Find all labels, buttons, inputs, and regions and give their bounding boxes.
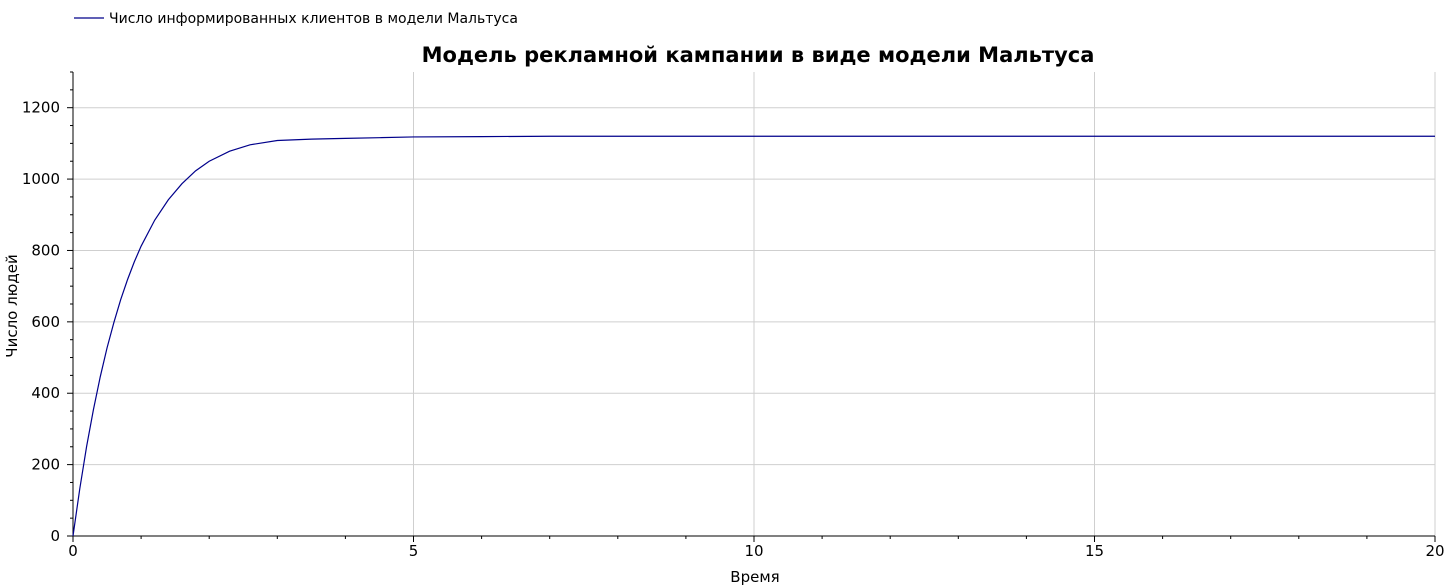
x-tick-label: 0 xyxy=(68,542,78,560)
legend-label: Число информированных клиентов в модели … xyxy=(109,11,518,27)
y-tick-label: 1200 xyxy=(22,99,60,117)
y-tick-label: 1000 xyxy=(22,170,60,188)
x-tick-label: 15 xyxy=(1085,542,1104,560)
y-tick-labels: 0 200 400 600 800 1000 1200 xyxy=(22,99,60,545)
y-tick-label: 0 xyxy=(50,527,60,545)
axes xyxy=(67,71,1436,542)
y-axis-label: Число людей xyxy=(3,254,21,357)
x-axis-label: Время xyxy=(730,568,779,586)
x-tick-label: 20 xyxy=(1425,542,1444,560)
x-tick-label: 10 xyxy=(744,542,763,560)
legend: Число информированных клиентов в модели … xyxy=(74,11,518,27)
x-tick-label: 5 xyxy=(409,542,419,560)
y-tick-label: 200 xyxy=(31,456,60,474)
y-tick-label: 800 xyxy=(31,241,60,259)
grid xyxy=(73,72,1436,536)
x-tick-labels: 0 5 10 15 20 xyxy=(68,542,1444,560)
series-line xyxy=(72,135,1435,537)
y-tick-label: 400 xyxy=(31,384,60,402)
plot-area xyxy=(72,135,1435,537)
y-tick-label: 600 xyxy=(31,313,60,331)
chart-title: Модель рекламной кампании в виде модели … xyxy=(422,43,1095,67)
